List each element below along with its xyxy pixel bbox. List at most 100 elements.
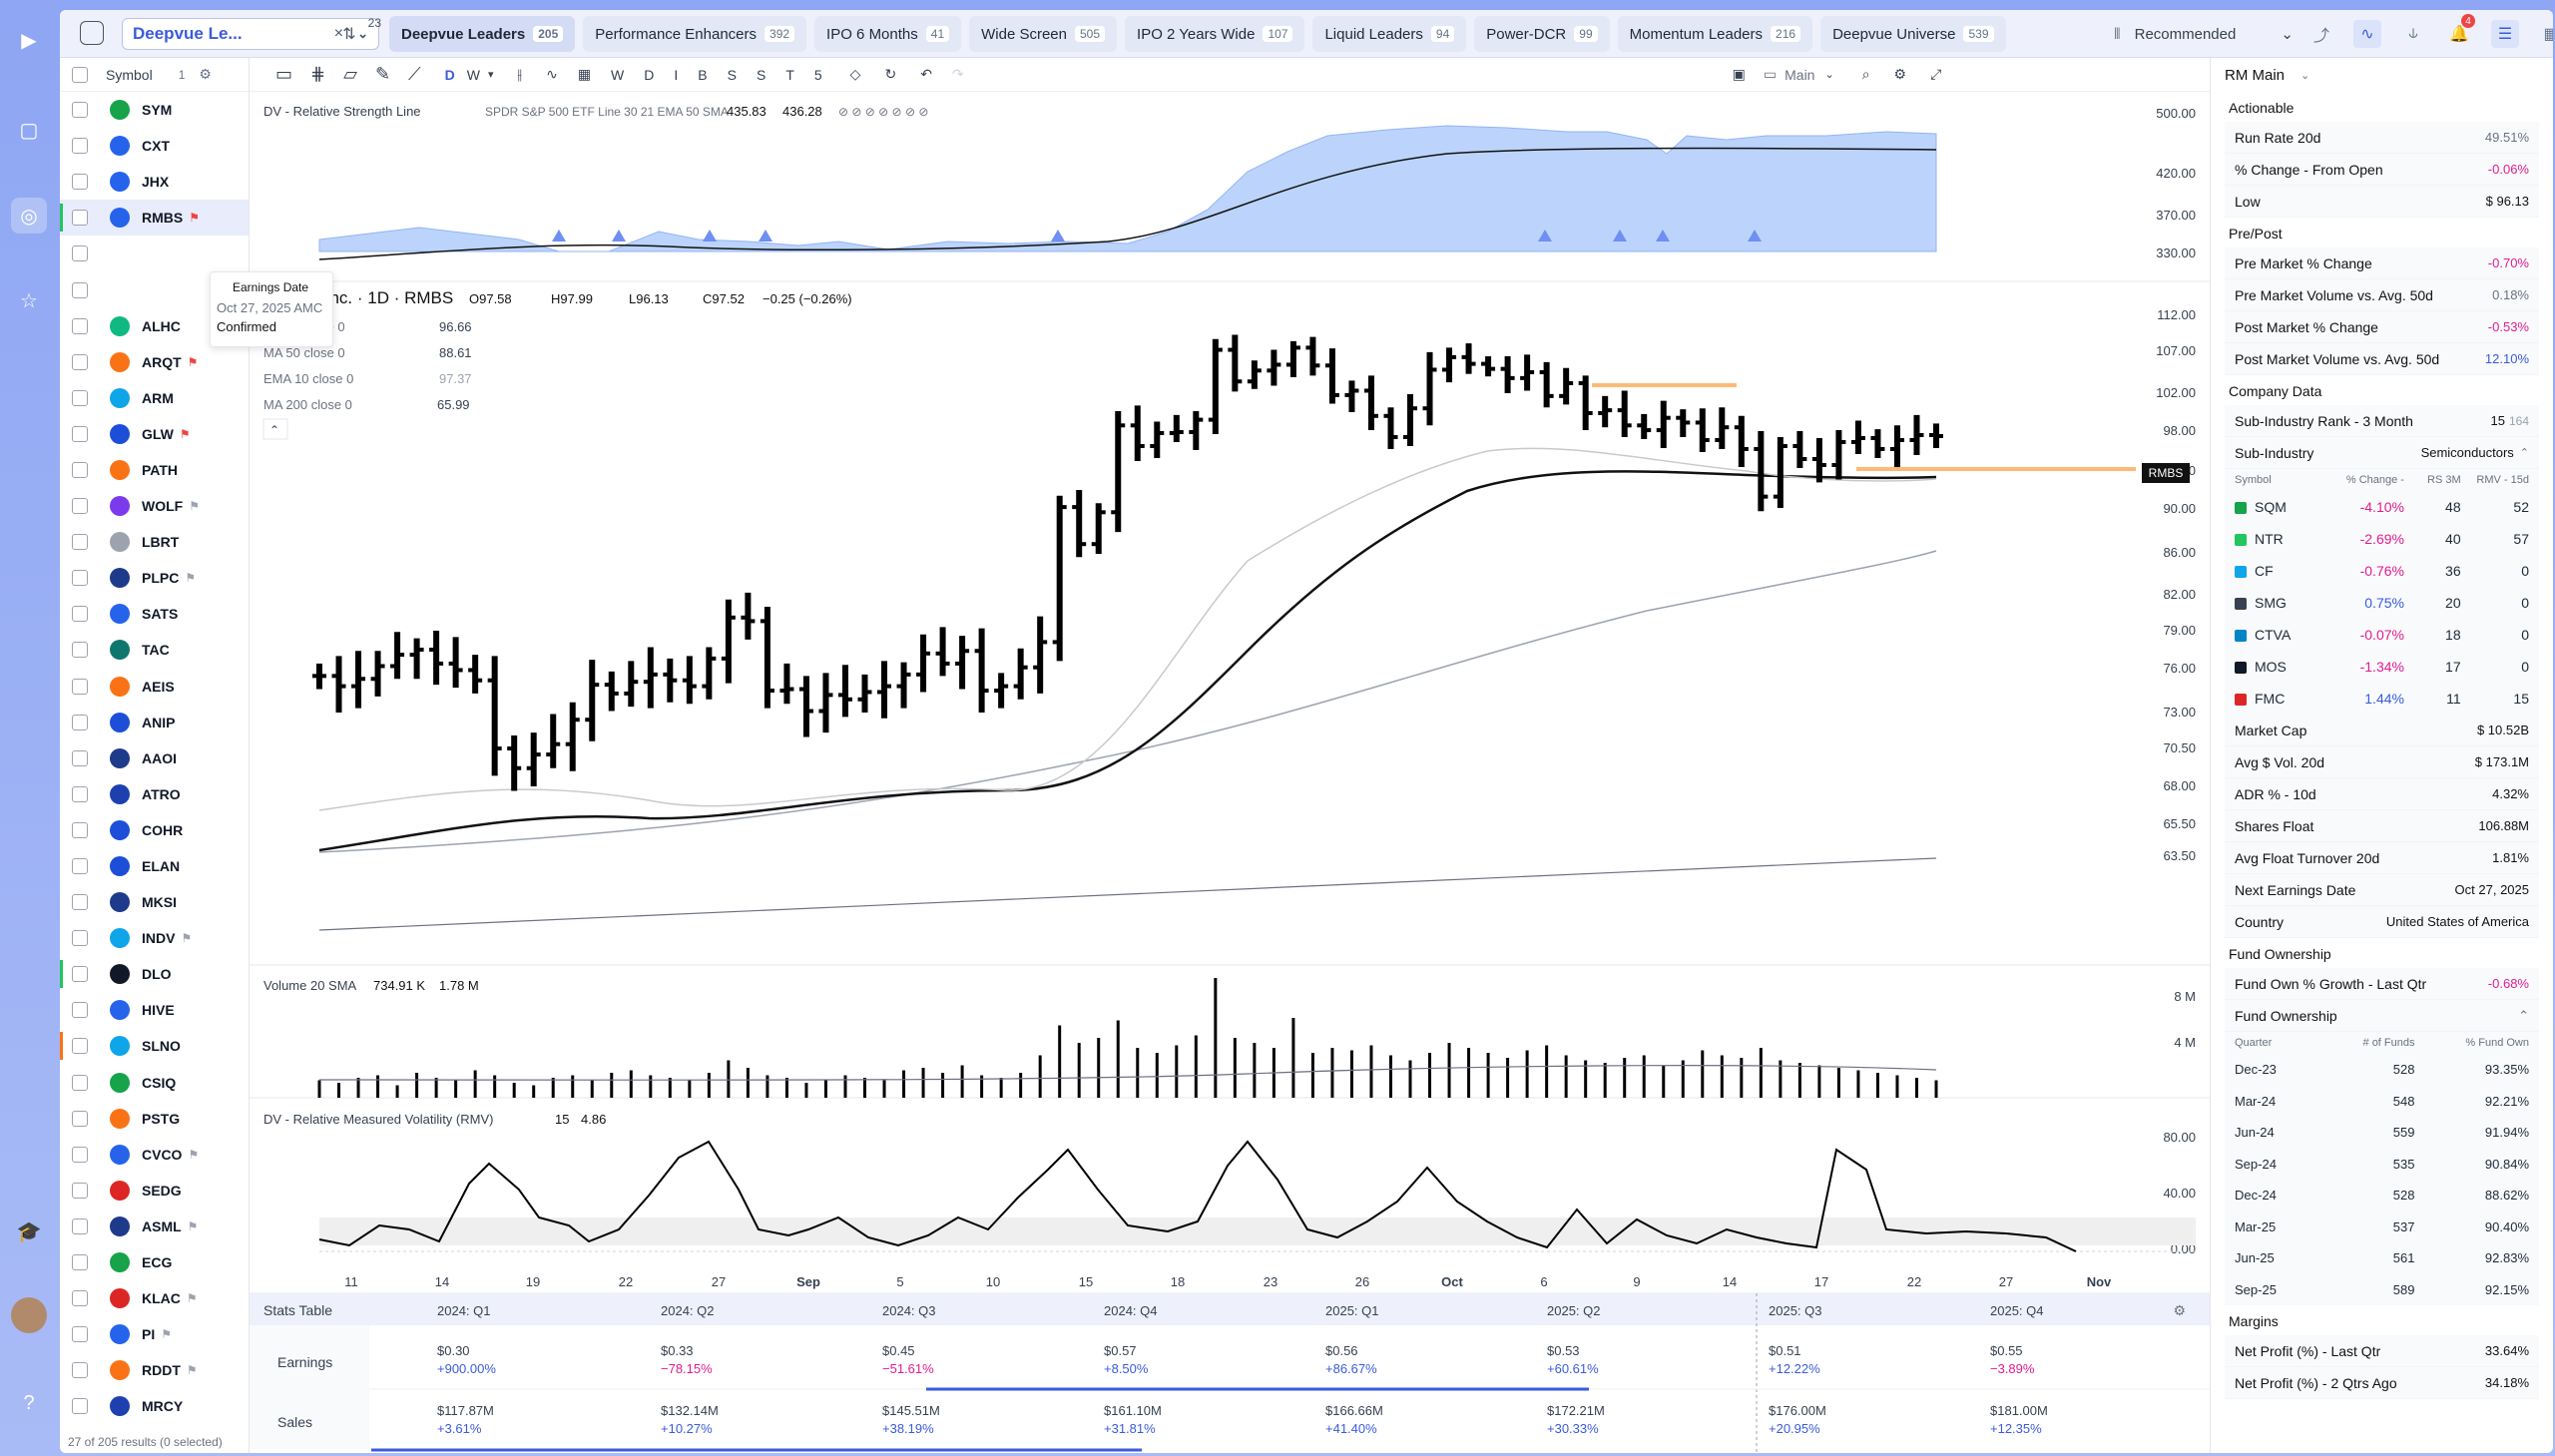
flag-icon[interactable]: ⚑: [189, 499, 200, 514]
list-item[interactable]: ARQT ⚑: [60, 344, 249, 380]
quick-button[interactable]: T: [785, 66, 794, 83]
chevron-up-icon[interactable]: ⌃: [2519, 447, 2529, 459]
indicators-icon[interactable]: ∿: [546, 66, 558, 82]
layout-name[interactable]: Main: [1785, 66, 1815, 83]
peer-row[interactable]: SQM -4.10% 48 52: [2235, 491, 2529, 523]
row-checkbox[interactable]: [72, 1182, 88, 1199]
row-checkbox[interactable]: [72, 1290, 88, 1307]
redo-icon[interactable]: ↷: [951, 66, 964, 82]
row-checkbox[interactable]: [72, 1038, 88, 1055]
row-checkbox[interactable]: [72, 606, 88, 623]
select-all-checkbox[interactable]: [72, 66, 88, 83]
filter-button[interactable]: ⇅ 23: [342, 16, 381, 43]
tab-ipo-2-years-wide[interactable]: IPO 2 Years Wide 107: [1125, 16, 1305, 52]
gear-icon[interactable]: ⚙: [199, 66, 212, 82]
layout-icon[interactable]: ▣: [1732, 66, 1746, 82]
fib-tool-icon[interactable]: ⋕: [310, 64, 326, 84]
line-tool-icon[interactable]: ⟋: [408, 64, 421, 84]
list-item[interactable]: SEDG: [60, 1173, 249, 1209]
help-icon[interactable]: ?: [23, 1391, 35, 1414]
row-checkbox[interactable]: [72, 966, 88, 983]
education-icon[interactable]: 🎓: [16, 1220, 42, 1243]
undo-icon[interactable]: ↶: [920, 66, 932, 82]
list-item[interactable]: SLNO: [60, 1028, 249, 1064]
share-icon[interactable]: ⤴: [2312, 28, 2329, 45]
list-item[interactable]: DLO: [60, 956, 249, 992]
row-checkbox[interactable]: [72, 389, 88, 406]
fullscreen-icon[interactable]: ⤢: [1930, 66, 1942, 82]
tab-momentum-leaders[interactable]: Momentum Leaders 216: [1617, 16, 1813, 52]
row-checkbox[interactable]: [72, 714, 88, 730]
quick-button[interactable]: S: [756, 66, 766, 83]
flag-icon[interactable]: ⚑: [179, 426, 191, 441]
list-item[interactable]: GLW ⚑: [60, 416, 249, 452]
dashboard-icon[interactable]: ▢: [19, 119, 39, 142]
row-checkbox[interactable]: [72, 785, 88, 802]
quick-button[interactable]: 5: [813, 66, 822, 83]
rectangle-tool-icon[interactable]: ▭: [275, 64, 293, 84]
tab-ipo-6-months[interactable]: IPO 6 Months 41: [814, 16, 962, 52]
row-checkbox[interactable]: [72, 1110, 88, 1127]
row-checkbox[interactable]: [72, 1074, 88, 1091]
flag-icon[interactable]: ⚑: [186, 1363, 198, 1378]
star-icon[interactable]: ☆: [20, 289, 38, 312]
list-item[interactable]: SATS: [60, 596, 249, 632]
row-checkbox[interactable]: [72, 930, 88, 947]
row-checkbox[interactable]: [72, 317, 88, 334]
list-item[interactable]: HIVE: [60, 992, 249, 1028]
list-item[interactable]: KLAC ⚑: [60, 1280, 249, 1316]
quick-button[interactable]: I: [674, 66, 679, 83]
row-checkbox[interactable]: [72, 570, 88, 587]
row-checkbox[interactable]: [72, 353, 88, 370]
list-view-icon[interactable]: ☰: [2491, 20, 2519, 48]
watchlist-select[interactable]: Deepvue Le... × ⌄: [122, 18, 379, 50]
row-checkbox[interactable]: [72, 1254, 88, 1271]
period-dropdown[interactable]: ▾: [488, 69, 494, 81]
list-item[interactable]: RDDT ⚑: [60, 1352, 249, 1388]
symbol-column-header[interactable]: Symbol: [106, 66, 153, 83]
tab-power-dcr[interactable]: Power-DCR 99: [1474, 16, 1610, 52]
list-item[interactable]: AAOI: [60, 740, 249, 776]
flag-icon[interactable]: ⚑: [187, 354, 199, 369]
list-item[interactable]: MRCY: [60, 1388, 249, 1424]
row-checkbox[interactable]: [72, 749, 88, 766]
row-checkbox[interactable]: [72, 858, 88, 875]
grid-view-icon[interactable]: ▦: [2543, 26, 2553, 43]
list-item[interactable]: [60, 271, 249, 307]
list-item[interactable]: SYM: [60, 92, 249, 128]
peer-row[interactable]: MOS -1.34% 17 0: [2235, 651, 2529, 683]
list-item[interactable]: TAC: [60, 632, 249, 668]
logo-icon[interactable]: ▶: [21, 29, 37, 52]
brush-tool-icon[interactable]: ✎: [374, 64, 391, 84]
row-checkbox[interactable]: [72, 534, 88, 551]
row-checkbox[interactable]: [72, 210, 88, 227]
peer-row[interactable]: CTVA -0.07% 18 0: [2235, 619, 2529, 651]
list-item[interactable]: ANIP: [60, 705, 249, 740]
period-weekly[interactable]: W: [466, 66, 480, 83]
gear-icon[interactable]: ⚙: [2173, 1302, 2186, 1318]
sort-select[interactable]: ⦀ Recommended ⌄: [2114, 18, 2294, 50]
tab-deepvue-universe[interactable]: Deepvue Universe 539: [1820, 16, 2006, 52]
row-checkbox[interactable]: [72, 1146, 88, 1163]
flag-icon[interactable]: ⚑: [185, 571, 197, 586]
tab-performance-enhancers[interactable]: Performance Enhancers 392: [583, 16, 807, 52]
row-checkbox[interactable]: [72, 281, 88, 298]
row-checkbox[interactable]: [72, 461, 88, 478]
list-item[interactable]: PLPC ⚑: [60, 560, 249, 596]
row-checkbox[interactable]: [72, 642, 88, 659]
split-view-icon[interactable]: ⫝: [2408, 25, 2418, 42]
tab-wide-screen[interactable]: Wide Screen 505: [969, 16, 1118, 52]
row-checkbox[interactable]: [72, 174, 88, 191]
avatar[interactable]: [11, 1297, 47, 1333]
chart-area[interactable]: 500.00 420.00 370.00 330.00 112.00 107.00 102.…: [250, 92, 2210, 1294]
search-icon[interactable]: [80, 21, 104, 45]
folder-icon[interactable]: ▭: [1763, 66, 1778, 82]
list-item[interactable]: ASML ⚑: [60, 1209, 249, 1244]
refresh-icon[interactable]: ↻: [884, 66, 897, 82]
list-item[interactable]: WOLF ⚑: [60, 488, 249, 524]
period-daily[interactable]: D: [444, 66, 455, 83]
flag-icon[interactable]: ⚑: [187, 1218, 199, 1233]
flag-icon[interactable]: ⚑: [186, 1291, 198, 1306]
templates-icon[interactable]: ▦: [577, 66, 592, 82]
fund-subheader[interactable]: Fund Ownership ⌃: [2225, 1000, 2539, 1032]
